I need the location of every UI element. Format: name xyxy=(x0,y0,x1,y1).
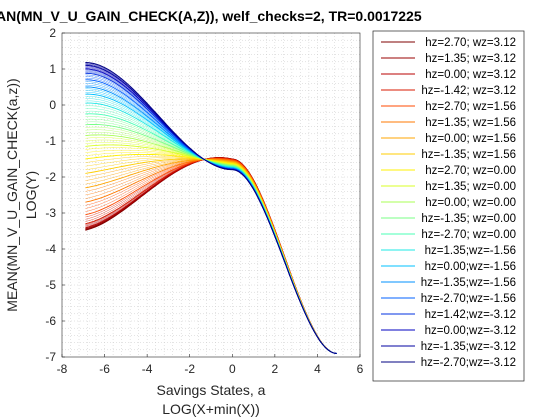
x-tick-label: -2 xyxy=(184,362,195,376)
x-tick-label: 4 xyxy=(314,362,321,376)
legend-label: hz=-1.42; wz=3.12 xyxy=(421,85,516,97)
y-tick-label: 1 xyxy=(49,62,56,76)
x-tick-label: -4 xyxy=(142,362,153,376)
legend-entries: hz=2.70; wz=3.12 hz=1.35; wz=3.12 hz=0.00;… xyxy=(381,37,516,369)
legend-label: hz=-1.35; wz=0.00 xyxy=(421,213,516,225)
legend-label: hz=2.70; wz=3.12 xyxy=(425,37,516,49)
legend-label: hz=0.00;wz=-3.12 xyxy=(425,325,516,337)
y-tick-label: 2 xyxy=(49,26,56,40)
x-tick-label: 0 xyxy=(229,362,236,376)
legend-label: hz=2.70; wz=0.00 xyxy=(425,165,516,177)
x-tick-label: 2 xyxy=(272,362,279,376)
y-axis-label: MEAN(MN_V_U_GAIN_CHECK(a,z)) xyxy=(4,78,20,311)
legend-label: hz=2.70; wz=1.56 xyxy=(425,101,516,113)
legend-label: hz=1.35; wz=0.00 xyxy=(425,181,516,193)
legend-label: hz=-1.35;wz=-3.12 xyxy=(421,341,516,353)
x-tick-label: -8 xyxy=(57,362,68,376)
series-lines xyxy=(85,62,337,354)
legend-label: hz=0.00; wz=1.56 xyxy=(425,133,516,145)
legend-label: hz=-2.70; wz=0.00 xyxy=(421,229,516,241)
y-tick-label: -3 xyxy=(45,206,56,220)
x-tick-label: -6 xyxy=(99,362,110,376)
legend-label: hz=1.35;wz=-1.56 xyxy=(425,245,516,257)
legend-label: hz=0.00;wz=-1.56 xyxy=(425,261,516,273)
y-tick-label: 0 xyxy=(49,98,56,112)
y-tick-label: -4 xyxy=(45,242,56,256)
y-axis-label-line2: LOG(Y) xyxy=(23,171,39,219)
y-tick-label: -5 xyxy=(45,278,56,292)
legend-label: hz=-1.35;wz=-1.56 xyxy=(421,277,516,289)
legend-label: hz=-1.35; wz=1.56 xyxy=(421,149,516,161)
y-tick-label: -1 xyxy=(45,134,56,148)
legend-label: hz=1.42;wz=-3.12 xyxy=(425,309,516,321)
legend xyxy=(372,30,525,382)
x-axis-label-line2: LOG(X+min(X)) xyxy=(162,401,260,417)
legend-label: hz=1.35; wz=1.56 xyxy=(425,117,516,129)
x-tick-label: 6 xyxy=(357,362,364,376)
y-tick-label: -7 xyxy=(45,350,56,364)
legend-label: hz=1.35; wz=3.12 xyxy=(425,53,516,65)
plot-frame xyxy=(61,32,361,358)
legend-label: hz=-2.70;wz=-1.56 xyxy=(421,293,516,305)
axis-ticks: -8 -6 -4 -2 0 2 4 6 -7 -6 -5 -4 -3 -2 -1 0 1 2 xyxy=(45,26,363,376)
legend-label: hz=-2.70;wz=-3.12 xyxy=(421,357,516,369)
legend-label: hz=0.00; wz=0.00 xyxy=(425,197,516,209)
legend-label: hz=0.00; wz=3.12 xyxy=(425,69,516,81)
y-tick-label: -2 xyxy=(45,170,56,184)
x-axis-label: Savings States, a xyxy=(157,382,266,398)
chart-title: AN(MN_V_U_GAIN_CHECK(A,Z)), welf_checks=… xyxy=(0,8,422,24)
series-line xyxy=(85,62,337,354)
y-tick-label: -6 xyxy=(45,314,56,328)
